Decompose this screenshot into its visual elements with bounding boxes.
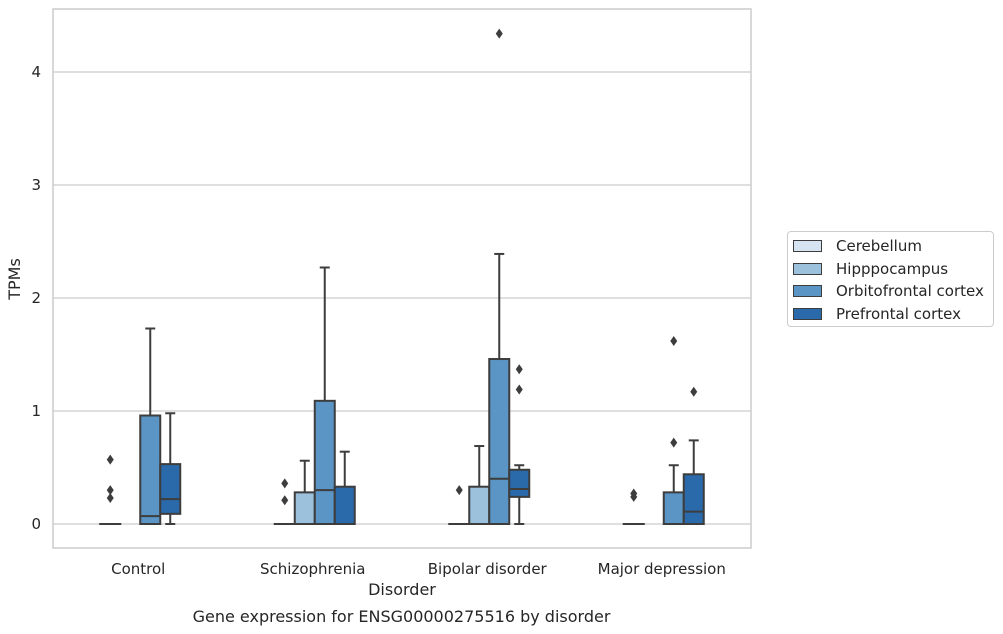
y-tick-label: 0 — [31, 515, 41, 533]
box-iqr — [468, 485, 491, 525]
legend-swatch — [793, 307, 822, 320]
outlier-point — [495, 28, 503, 39]
outlier-point — [106, 485, 114, 496]
outlier-point — [630, 488, 638, 499]
y-tick-label: 2 — [31, 289, 41, 307]
outlier-point — [106, 493, 114, 504]
legend-item-prefrontal-cortex: Prefrontal cortex — [793, 303, 993, 326]
chart-caption: Gene expression for ENSG00000275516 by d… — [192, 607, 611, 626]
y-tick-labels: 0 1 2 3 4 — [31, 63, 41, 533]
legend-swatch — [793, 262, 822, 275]
legend-swatch — [793, 285, 822, 298]
box-prefrontal-cortex-bipolar-disorder — [508, 364, 531, 525]
legend-label: Cerebellum — [836, 237, 922, 256]
box-prefrontal-cortex-major-depression — [682, 386, 705, 525]
box-iqr — [159, 463, 182, 515]
y-tick-label: 4 — [31, 63, 41, 81]
y-axis-label: TPMs — [5, 258, 24, 301]
box-iqr — [488, 358, 511, 525]
y-tick-label: 3 — [31, 176, 41, 194]
outlier-point — [455, 485, 463, 496]
box-cerebellum-schizophrenia — [273, 478, 296, 526]
outlier-point — [515, 364, 523, 375]
box-hipppocampus-bipolar-disorder — [468, 445, 491, 525]
box-iqr — [508, 468, 531, 498]
x-tick-label: Major depression — [598, 560, 726, 578]
box-cerebellum-major-depression — [622, 488, 645, 526]
box-iqr — [333, 485, 356, 525]
box-orbitofrontal-cortex-major-depression — [662, 335, 685, 525]
legend-label: Orbitofrontal cortex — [836, 282, 984, 301]
box-plot-marks — [99, 28, 705, 526]
box-prefrontal-cortex-schizophrenia — [333, 450, 356, 525]
legend: Cerebellum Hipppocampus Orbitofrontal cort… — [787, 231, 994, 327]
box-orbitofrontal-cortex-bipolar-disorder — [488, 28, 511, 525]
box-iqr — [313, 399, 336, 525]
outlier-point — [515, 384, 523, 395]
outlier-point — [281, 478, 289, 489]
x-tick-label: Control — [111, 560, 165, 578]
box-orbitofrontal-cortex-control — [139, 327, 162, 525]
box-cerebellum-bipolar-disorder — [448, 485, 471, 526]
plot-frame — [52, 8, 752, 549]
legend-label: Prefrontal cortex — [836, 304, 961, 323]
legend-item-cerebellum: Cerebellum — [793, 235, 993, 258]
box-iqr — [662, 491, 685, 525]
x-tick-label: Bipolar disorder — [428, 560, 548, 578]
box-iqr — [139, 414, 162, 525]
box-cerebellum-control — [99, 454, 122, 526]
y-tick-label: 1 — [31, 402, 41, 420]
box-iqr — [293, 491, 316, 525]
outlier-point — [670, 437, 678, 448]
box-orbitofrontal-cortex-schizophrenia — [313, 266, 336, 525]
legend-label: Hipppocampus — [836, 259, 949, 278]
box-hipppocampus-schizophrenia — [293, 459, 316, 525]
box-iqr — [682, 473, 705, 525]
x-tick-labels: Control Schizophrenia Bipolar disorder Majo… — [111, 560, 726, 578]
outlier-point — [281, 495, 289, 506]
legend-swatch — [793, 240, 822, 253]
outlier-point — [690, 386, 698, 397]
x-tick-label: Schizophrenia — [260, 560, 365, 578]
legend-item-orbitofrontal-cortex: Orbitofrontal cortex — [793, 280, 993, 303]
outlier-point — [106, 454, 114, 465]
legend-item-hipppocampus: Hipppocampus — [793, 258, 993, 281]
x-axis-label: Disorder — [368, 580, 436, 599]
outlier-point — [670, 335, 678, 346]
box-prefrontal-cortex-control — [159, 412, 182, 525]
